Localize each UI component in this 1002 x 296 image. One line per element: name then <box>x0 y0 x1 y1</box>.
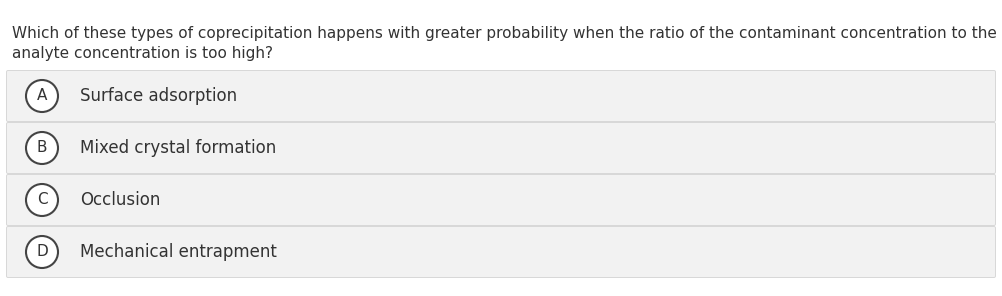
Text: B: B <box>37 141 47 155</box>
Circle shape <box>26 80 58 112</box>
Circle shape <box>26 236 58 268</box>
FancyBboxPatch shape <box>6 226 996 278</box>
Text: C: C <box>37 192 47 207</box>
Text: analyte concentration is too high?: analyte concentration is too high? <box>12 46 273 61</box>
Text: Mechanical entrapment: Mechanical entrapment <box>80 243 277 261</box>
Circle shape <box>26 132 58 164</box>
FancyBboxPatch shape <box>6 123 996 173</box>
Text: Mixed crystal formation: Mixed crystal formation <box>80 139 277 157</box>
Text: D: D <box>36 244 48 260</box>
Text: Surface adsorption: Surface adsorption <box>80 87 237 105</box>
Text: Which of these types of coprecipitation happens with greater probability when th: Which of these types of coprecipitation … <box>12 26 997 41</box>
FancyBboxPatch shape <box>6 175 996 226</box>
FancyBboxPatch shape <box>6 70 996 121</box>
Text: A: A <box>37 89 47 104</box>
Text: Occlusion: Occlusion <box>80 191 160 209</box>
Circle shape <box>26 184 58 216</box>
